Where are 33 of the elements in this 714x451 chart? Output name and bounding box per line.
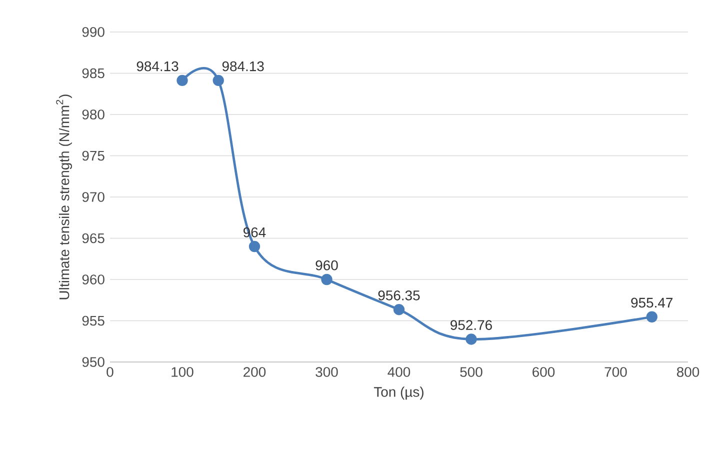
y-tick-label: 970 (82, 192, 104, 202)
data-label: 955.47 (631, 298, 672, 308)
point (646, 311, 658, 322)
point (212, 74, 224, 86)
x-tick-label: 300 (316, 367, 338, 377)
x-tick-label: 700 (604, 367, 627, 377)
x-tick-label: 0 (106, 367, 114, 377)
data-label: 984.13 (136, 61, 178, 72)
data-label: 952.76 (450, 320, 492, 330)
y-tick-label: 985 (82, 68, 104, 78)
x-tick-label: 100 (172, 367, 194, 377)
y-tick-label: 980 (82, 110, 104, 120)
x-tick-label: 800 (676, 367, 700, 377)
point (393, 304, 405, 316)
data-label: 956.35 (378, 290, 420, 300)
y-tick-label: 990 (82, 27, 104, 37)
point (321, 274, 332, 286)
y-tick-label: 975 (82, 150, 104, 161)
x-tick-label: 200 (244, 367, 266, 377)
data-label: 984.13 (222, 61, 264, 72)
x-tick-label: 400 (388, 367, 410, 377)
point (466, 334, 477, 345)
y-axis-title: Ultimate tensile strength (N/mm$^{2}$) (56, 94, 72, 300)
y-tick-label: 950 (82, 357, 104, 367)
y-tick-label: 955 (82, 316, 104, 326)
data-label: 960 (316, 260, 338, 270)
x-axis-title: Ton (µs) (374, 386, 424, 400)
x-tick-label: 600 (532, 367, 555, 377)
y-tick-label: 965 (82, 233, 104, 244)
y-tick-label: 960 (82, 274, 104, 284)
point (248, 240, 260, 252)
point (176, 74, 188, 86)
x-tick-label: 500 (460, 367, 482, 377)
